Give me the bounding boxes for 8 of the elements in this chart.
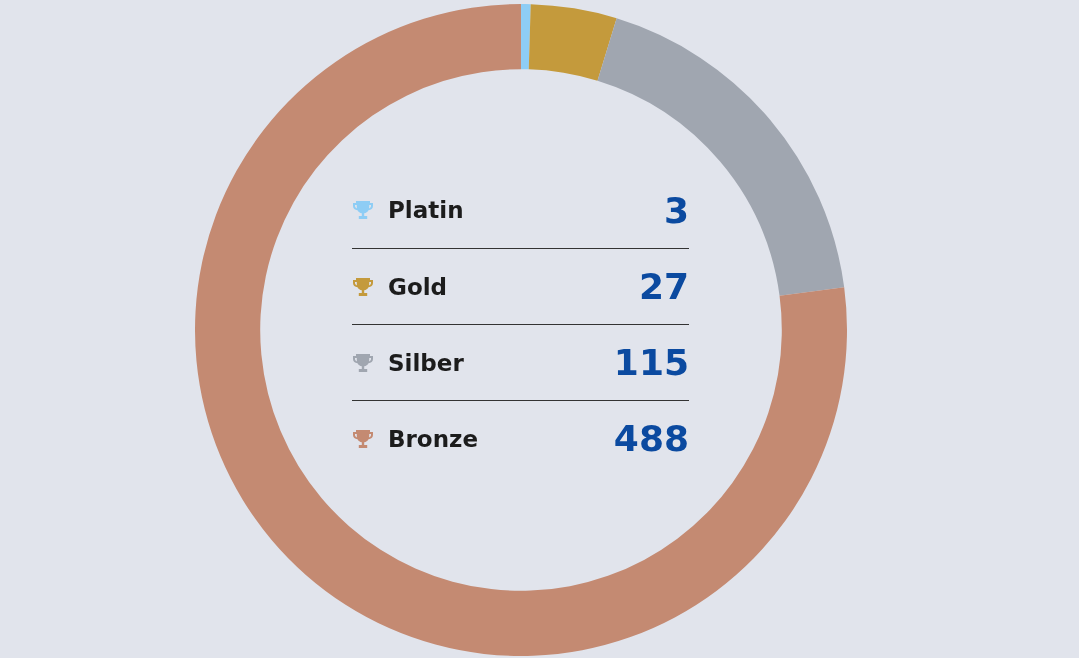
legend-label: Silber	[388, 349, 464, 376]
legend-label: Gold	[388, 273, 448, 300]
data-label: 3	[663, 189, 689, 231]
data-label: 115	[613, 342, 689, 383]
legend-label: Bronze	[388, 425, 479, 452]
legend-label: Platin	[388, 197, 464, 223]
data-label: 27	[638, 266, 689, 307]
data-label: 488	[613, 418, 689, 459]
